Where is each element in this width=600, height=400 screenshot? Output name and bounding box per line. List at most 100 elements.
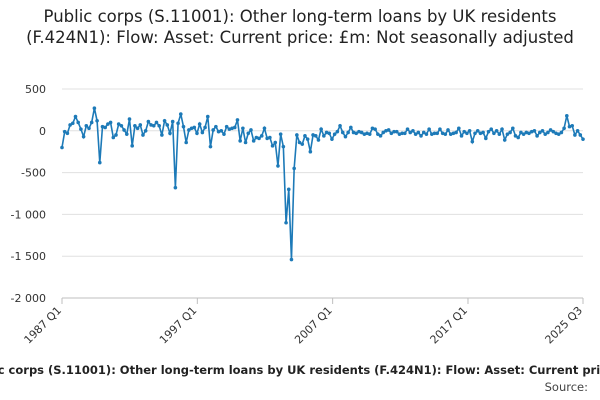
data-point[interactable] [124,132,129,136]
data-point[interactable] [273,140,278,145]
data-point[interactable] [451,131,456,136]
data-point[interactable] [97,160,102,165]
data-point[interactable] [408,130,413,135]
data-point[interactable] [421,130,426,135]
data-point[interactable] [235,118,240,122]
data-point[interactable] [262,126,267,131]
data-point[interactable] [251,139,256,143]
data-point[interactable] [276,164,280,168]
data-point[interactable] [351,130,356,135]
data-point[interactable] [265,136,269,141]
data-point[interactable] [224,124,229,129]
data-point[interactable] [492,131,496,136]
data-point[interactable] [149,123,153,127]
data-point[interactable] [338,123,342,128]
data-point[interactable] [208,144,213,149]
data-point[interactable] [497,132,502,136]
data-point[interactable] [378,134,383,138]
data-point[interactable] [386,128,391,132]
data-point[interactable] [343,134,348,139]
data-point[interactable] [249,128,253,132]
data-point[interactable] [357,129,361,134]
data-point[interactable] [430,132,434,136]
data-point[interactable] [416,130,421,135]
data-point[interactable] [216,129,221,134]
data-point[interactable] [470,139,475,144]
data-point[interactable] [389,131,394,136]
data-point[interactable] [243,140,248,145]
data-point[interactable] [349,125,353,130]
data-point[interactable] [203,125,207,130]
data-point[interactable] [403,131,407,136]
data-point[interactable] [238,139,242,143]
data-point[interactable] [538,130,542,135]
data-point[interactable] [567,124,572,129]
data-point[interactable] [313,134,318,138]
data-point[interactable] [484,136,488,141]
data-point[interactable] [354,131,359,136]
data-point[interactable] [79,127,83,131]
data-point[interactable] [103,125,107,130]
data-point[interactable] [467,129,472,133]
data-point[interactable] [268,135,272,140]
data-point[interactable] [475,129,480,133]
data-point[interactable] [359,130,364,135]
data-point[interactable] [222,132,226,136]
data-point[interactable] [84,123,89,128]
data-point[interactable] [143,129,148,133]
data-point[interactable] [486,129,491,134]
data-point[interactable] [162,118,167,123]
data-point[interactable] [151,123,156,128]
data-point[interactable] [413,132,418,136]
data-point[interactable] [384,129,388,133]
data-point[interactable] [332,132,337,136]
data-point[interactable] [435,131,440,136]
data-point[interactable] [394,129,399,134]
data-point[interactable] [502,138,507,142]
data-point[interactable] [513,134,518,138]
data-point[interactable] [127,117,132,121]
data-point[interactable] [573,133,577,137]
data-point[interactable] [292,166,296,171]
data-point[interactable] [87,126,91,131]
data-point[interactable] [443,132,448,136]
data-point[interactable] [324,130,329,135]
data-point[interactable] [100,124,105,129]
data-point[interactable] [559,130,564,135]
data-point[interactable] [319,127,323,131]
data-point[interactable] [392,129,396,134]
data-point[interactable] [322,134,326,138]
data-point[interactable] [257,136,261,141]
data-point[interactable] [200,130,205,135]
data-point[interactable] [111,135,116,140]
data-point[interactable] [327,131,332,136]
data-point[interactable] [295,133,299,137]
data-point[interactable] [543,132,548,136]
data-point[interactable] [187,128,191,132]
data-point[interactable] [286,187,291,192]
data-point[interactable] [281,144,286,149]
data-point[interactable] [170,119,175,124]
data-point[interactable] [184,140,188,145]
data-point[interactable] [362,132,367,136]
data-point[interactable] [308,149,313,154]
data-point[interactable] [535,134,539,138]
data-point[interactable] [211,128,215,132]
data-point[interactable] [462,129,467,134]
data-point[interactable] [108,120,113,125]
data-point[interactable] [330,137,334,141]
data-point[interactable] [367,132,372,136]
data-point[interactable] [300,142,305,146]
data-point[interactable] [95,118,99,123]
data-point[interactable] [540,129,545,133]
data-point[interactable] [89,120,94,125]
data-point[interactable] [548,128,553,132]
data-point[interactable] [303,134,307,138]
data-point[interactable] [181,124,186,129]
data-point[interactable] [440,131,445,136]
data-point[interactable] [516,135,521,140]
data-point[interactable] [335,129,340,134]
data-point[interactable] [311,133,315,137]
data-point[interactable] [500,127,504,131]
data-point[interactable] [376,132,380,136]
